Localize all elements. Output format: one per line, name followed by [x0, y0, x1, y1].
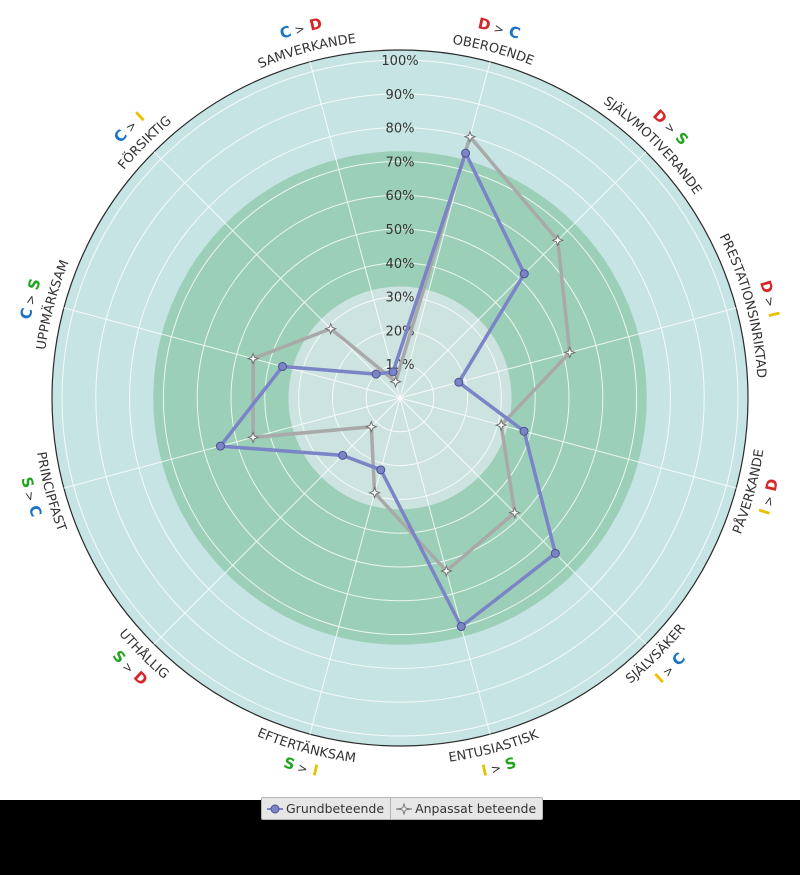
grid-spoke [153, 397, 401, 645]
data-point-anpassat-beteende [440, 564, 453, 578]
grid-ring [129, 127, 671, 669]
grid-ring [196, 194, 604, 602]
data-point-anpassat-beteende [246, 431, 260, 444]
grid-ring [264, 262, 536, 534]
relation-letter: D [756, 278, 777, 295]
relation-label-text: I > D [755, 477, 782, 517]
data-point-anpassat-beteende [563, 346, 577, 359]
relation-letter: C [278, 22, 294, 42]
relation-letter: D [760, 477, 782, 498]
legend-label: Grundbeteende [286, 801, 385, 816]
relation-label: D > C [476, 14, 522, 43]
relation-label-text: I > S [480, 753, 519, 779]
relation-label: D > I [756, 278, 783, 319]
grid-spoke [399, 397, 491, 735]
relation-letter: S [17, 475, 37, 490]
relation-label: S > I [282, 753, 321, 779]
relation-label-text: D > C [476, 14, 522, 43]
relation-letter: > [486, 761, 503, 778]
grid-ring [162, 160, 638, 636]
legend-item-anpassat-beteende[interactable]: Anpassat beteende [390, 798, 542, 819]
data-point-grundbeteende [519, 269, 529, 279]
grid-spoke [309, 61, 401, 399]
relation-label-text: C > D [278, 14, 324, 43]
relation-letter: I [763, 304, 783, 319]
grid-ring [95, 93, 705, 703]
data-point-grundbeteende [550, 548, 560, 558]
relation-letter: S [282, 753, 298, 773]
radar-chart: 10%20%30%40%50%60%70%80%90%100%OBEROENDE… [16, 14, 783, 780]
data-point-grundbeteende [388, 367, 398, 377]
data-point-grundbeteende [519, 426, 529, 436]
grid-spoke [153, 151, 401, 399]
data-point-anpassat-beteende [364, 420, 378, 434]
data-point-anpassat-beteende [246, 352, 260, 365]
relation-letter: S [498, 753, 518, 775]
relation-label-text: S > C [17, 475, 45, 519]
grid-spoke [399, 61, 491, 399]
relation-label: I > S [480, 753, 519, 779]
data-point-grundbeteende [461, 148, 471, 158]
relation-letter: I [480, 761, 489, 780]
data-point-grundbeteende [277, 362, 287, 372]
radial-tick-label: 80% [386, 122, 415, 137]
grid-spoke [399, 397, 737, 489]
data-point-anpassat-beteende [389, 375, 402, 389]
radial-tick-label: 60% [386, 189, 415, 204]
relation-label-text: C > S [16, 276, 44, 321]
grid-ring [331, 329, 469, 467]
data-point-grundbeteende [376, 465, 386, 475]
data-point-grundbeteende [456, 622, 466, 632]
radial-tick-label: 30% [386, 291, 415, 306]
relation-label: S > C [17, 475, 45, 519]
relation-label-text: S > I [282, 753, 321, 779]
relation-label: I > D [755, 477, 782, 517]
relation-letter: C [16, 306, 36, 321]
radial-tick-label: 40% [386, 257, 415, 272]
relation-letter: S [23, 276, 45, 297]
relation-label: C > S [16, 276, 44, 321]
data-point-anpassat-beteende [508, 506, 522, 520]
relation-letter: D [302, 14, 323, 36]
radial-tick-label: 70% [386, 155, 415, 170]
legend-item-grundbeteende[interactable]: Grundbeteende [262, 798, 390, 819]
relation-letter: I [306, 760, 321, 780]
data-point-grundbeteende [371, 369, 381, 379]
star-marker-icon [396, 802, 413, 815]
grid-spoke [63, 397, 401, 489]
grid-spoke [63, 307, 401, 399]
chart-area: 10% 20% 30% 40% 50% 60% 70% 80% 90% 100% OBEROENDE… [0, 0, 800, 800]
relation-label: C > D [278, 14, 324, 43]
data-point-anpassat-beteende [368, 486, 381, 500]
relation-letter: > [760, 494, 777, 511]
data-point-anpassat-beteende [494, 418, 508, 432]
radial-tick-label: 90% [386, 88, 415, 103]
relation-letter: C [23, 498, 45, 519]
data-point-grundbeteende [338, 450, 348, 460]
legend: Grundbeteende Anpassat beteende [261, 797, 544, 820]
grid-ring [230, 228, 570, 568]
radial-tick-label: 100% [381, 54, 418, 69]
grid-ring [298, 296, 502, 500]
legend-label: Anpassat beteende [415, 801, 537, 816]
data-point-grundbeteende [215, 441, 225, 451]
data-point-anpassat-beteende [551, 233, 565, 247]
circle-marker-icon [267, 804, 283, 813]
data-point-anpassat-beteende [463, 130, 477, 144]
relation-letter: > [489, 20, 506, 37]
relation-letter: > [21, 486, 38, 503]
relation-letter: C [502, 21, 523, 43]
grid-ring [61, 59, 739, 737]
grid-spoke [309, 397, 401, 735]
radial-tick-label: 50% [386, 223, 415, 238]
relation-letter: D [476, 14, 492, 34]
relation-letter: > [292, 759, 309, 776]
data-point-anpassat-beteende [324, 322, 338, 336]
grid-spoke [399, 397, 647, 645]
relation-label-text: D > I [756, 278, 783, 319]
data-point-grundbeteende [454, 377, 464, 387]
relation-letter: I [755, 506, 774, 517]
relation-letter: > [22, 293, 39, 310]
